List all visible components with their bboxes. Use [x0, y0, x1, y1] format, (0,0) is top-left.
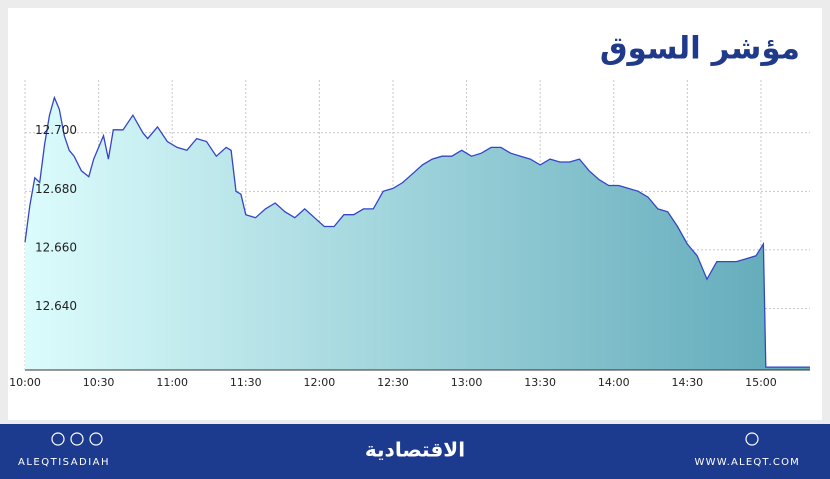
- website: WWW.ALEQT.COM: [695, 457, 800, 468]
- x-tick-label: 10:30: [83, 376, 115, 389]
- y-tick-label: 12.700: [35, 123, 77, 137]
- x-tick-label: 14:30: [671, 376, 703, 389]
- chart: مؤشر السوق 12.640 12.660 12.680 12.700 10:00…: [9, 31, 810, 389]
- footer-graphics: ALEQTISADIAH الاقتصادية WWW.ALEQT.COM: [18, 432, 800, 468]
- x-tick-label: 14:00: [598, 376, 630, 389]
- x-tick-label: 13:30: [524, 376, 556, 389]
- y-tick-label: 12.640: [35, 299, 77, 313]
- x-tick-label: 11:00: [156, 376, 188, 389]
- x-tick-label: 12:00: [304, 376, 336, 389]
- x-tick-label: 12:30: [377, 376, 409, 389]
- brand: الاقتصادية: [365, 438, 465, 462]
- x-tick-label: 11:30: [230, 376, 262, 389]
- x-tick-label: 15:00: [745, 376, 777, 389]
- social-handle: ALEQTISADIAH: [18, 457, 110, 468]
- y-tick-label: 12.680: [35, 182, 77, 196]
- x-tick-label: 10:00: [9, 376, 41, 389]
- x-tick-label: 13:00: [451, 376, 483, 389]
- chart-title: مؤشر السوق: [600, 31, 800, 67]
- line: [24, 95, 810, 368]
- area: [25, 97, 810, 370]
- y-tick-label: 12.660: [35, 240, 77, 254]
- footer: ALEQTISADIAH الاقتصادية WWW.ALEQT.COM: [0, 424, 830, 479]
